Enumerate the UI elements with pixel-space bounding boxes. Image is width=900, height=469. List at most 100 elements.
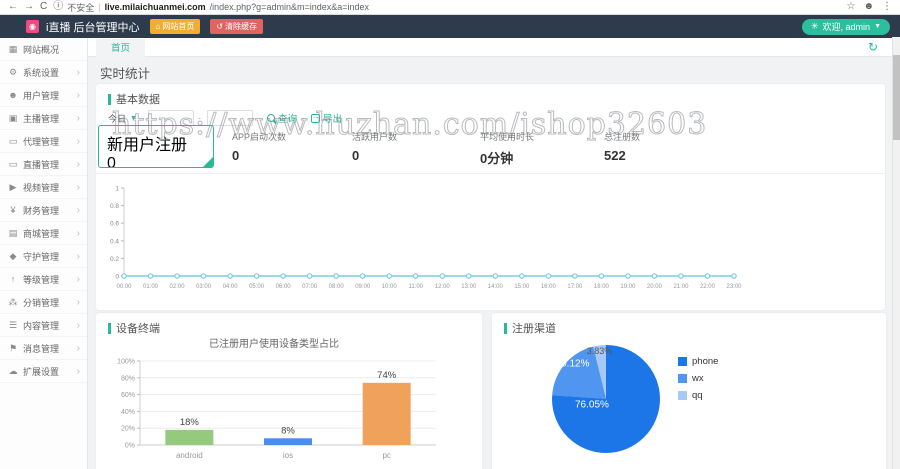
page-title: 实时统计 [100, 67, 151, 81]
scrollbar-thumb[interactable] [893, 55, 900, 140]
hourly-line-chart: 0 0.2 0.4 0.6 0.8 1 00:00 01:00 02:00 03:00 04:00 0… [102, 180, 762, 307]
sidebar-item-label: 商城管理 [23, 228, 60, 239]
sidebar-item-label: 主播管理 [23, 113, 60, 124]
stat-card-活跃用户数[interactable]: 活跃用户数 0 [352, 130, 397, 163]
pie-slice-label-qq: 3.83% [586, 346, 613, 357]
sidebar-item-扩展设置[interactable]: ☁ 扩展设置 › [0, 360, 87, 383]
section-accent-bar [108, 322, 111, 334]
svg-text:21:00: 21:00 [673, 284, 689, 290]
svg-text:0%: 0% [125, 443, 135, 450]
search-button[interactable]: 查询 [267, 111, 297, 125]
svg-text:22:00: 22:00 [700, 284, 716, 290]
device-section-header: 设备终端 [108, 320, 160, 336]
scrollbar-track[interactable] [892, 37, 900, 469]
stat-card-总注册数[interactable]: 总注册数 522 [604, 130, 640, 163]
sidebar-item-label: 消息管理 [23, 343, 60, 354]
chevron-right-icon: › [76, 112, 80, 124]
cloud-icon: ☁ [8, 365, 18, 376]
range-select-value: 今日 [108, 113, 127, 124]
bar-chart-icon: ▦ [8, 43, 18, 54]
svg-text:android: android [176, 451, 203, 460]
sidebar-item-label: 内容管理 [23, 320, 60, 331]
back-icon[interactable]: ← [8, 1, 18, 12]
sidebar-item-系统设置[interactable]: ⚙ 系统设置 › [0, 61, 87, 84]
svg-text:0: 0 [115, 274, 119, 281]
security-label: 不安全 [67, 2, 95, 13]
sidebar-item-商城管理[interactable]: ▤ 商城管理 › [0, 222, 87, 245]
refresh-icon[interactable]: ↻ [867, 40, 878, 54]
legend-item-qq[interactable]: qq [678, 387, 718, 404]
profile-avatar-icon[interactable]: ☻ [863, 1, 874, 12]
browser-menu-icon[interactable]: ⋮ [882, 1, 892, 12]
sidebar-item-守护管理[interactable]: ◆ 守护管理 › [0, 245, 87, 268]
stat-label: 新用户注册 [107, 137, 188, 154]
user-menu[interactable]: ✳ 欢迎, admin ▼ [802, 18, 890, 35]
svg-text:pc: pc [382, 451, 390, 460]
site-home-button[interactable]: ⌂ 网站首页 [149, 19, 201, 34]
sidebar-item-网站概况[interactable]: ▦ 网站概况 [0, 38, 87, 61]
sidebar-item-label: 网站概况 [23, 44, 60, 55]
sidebar-item-label: 扩展设置 [23, 366, 60, 377]
chevron-right-icon: › [76, 273, 80, 285]
legend-label: wx [692, 373, 704, 384]
legend-item-phone[interactable]: phone [678, 353, 718, 370]
url-field[interactable]: ⓘ 不安全 | live.milaichuanmei.com/index.php… [53, 1, 840, 14]
svg-text:03:00: 03:00 [196, 284, 212, 290]
sidebar-item-主播管理[interactable]: ▣ 主播管理 › [0, 107, 87, 130]
svg-text:60%: 60% [121, 392, 135, 399]
svg-text:23:00: 23:00 [726, 284, 742, 290]
bookmark-star-icon[interactable]: ☆ [846, 1, 856, 12]
info-icon[interactable]: ⓘ [53, 1, 64, 12]
date-range-select[interactable]: 今日 ▼ [108, 112, 142, 125]
sidebar-item-用户管理[interactable]: ☻ 用户管理 › [0, 84, 87, 107]
chevron-right-icon: › [76, 250, 80, 262]
sidebar-item-分销管理[interactable]: ⁂ 分销管理 › [0, 291, 87, 314]
home-icon: ⌂ [155, 22, 161, 31]
legend-swatch-icon [678, 357, 687, 366]
svg-text:20:00: 20:00 [647, 284, 663, 290]
sidebar-item-消息管理[interactable]: ⚑ 消息管理 › [0, 337, 87, 360]
stat-card-APP启动次数[interactable]: APP启动次数 0 [232, 130, 286, 163]
sidebar-item-label: 用户管理 [23, 90, 60, 101]
chevron-right-icon: › [76, 66, 80, 78]
stat-card-新用户注册[interactable]: 新用户注册 0 [98, 125, 214, 168]
forward-icon[interactable]: → [24, 1, 34, 12]
sidebar-item-直播管理[interactable]: ▭ 直播管理 › [0, 153, 87, 176]
svg-text:13:00: 13:00 [461, 284, 477, 290]
export-button[interactable]: 导出 [311, 111, 342, 125]
svg-text:01:00: 01:00 [143, 284, 159, 290]
filter-row: 今日 ▼ - 查询 导出 [108, 109, 342, 127]
clear-cache-button[interactable]: ↺ 清除缓存 [210, 19, 264, 34]
stat-value: 522 [604, 148, 626, 163]
sidebar-item-财务管理[interactable]: ¥ 财务管理 › [0, 199, 87, 222]
register-pie-chart: 76.05% 20.12% 3.83% [552, 345, 660, 453]
svg-text:16:00: 16:00 [541, 284, 557, 290]
bell-icon: ⚑ [8, 342, 18, 353]
reload-icon[interactable]: C [40, 1, 48, 12]
svg-text:18:00: 18:00 [594, 284, 610, 290]
sidebar-item-等级管理[interactable]: ↑ 等级管理 › [0, 268, 87, 291]
chevron-right-icon: › [76, 296, 80, 308]
sidebar-item-label: 守护管理 [23, 251, 60, 262]
svg-text:15:00: 15:00 [514, 284, 530, 290]
sidebar-item-label: 系统设置 [23, 67, 60, 78]
legend-label: phone [692, 356, 719, 367]
date-from-input[interactable] [148, 110, 194, 126]
cart-icon: ▤ [8, 227, 18, 238]
register-section-header: 注册渠道 [504, 320, 556, 336]
sidebar-item-视频管理[interactable]: ▶ 视频管理 › [0, 176, 87, 199]
money-icon: ¥ [10, 205, 16, 215]
sidebar-item-代理管理[interactable]: ▭ 代理管理 › [0, 130, 87, 153]
stat-card-平均使用时长[interactable]: 平均使用时长 0分钟 [480, 130, 534, 167]
date-to-input[interactable] [207, 110, 253, 126]
sidebar-item-内容管理[interactable]: ☰ 内容管理 › [0, 314, 87, 337]
legend-item-wx[interactable]: wx [678, 370, 718, 387]
svg-text:17:00: 17:00 [567, 284, 583, 290]
stat-value: 0 [107, 155, 116, 168]
legend-swatch-icon [678, 374, 687, 383]
register-section-title: 注册渠道 [512, 323, 556, 335]
svg-text:100%: 100% [117, 359, 135, 366]
tab-home[interactable]: 首页 [96, 39, 146, 58]
